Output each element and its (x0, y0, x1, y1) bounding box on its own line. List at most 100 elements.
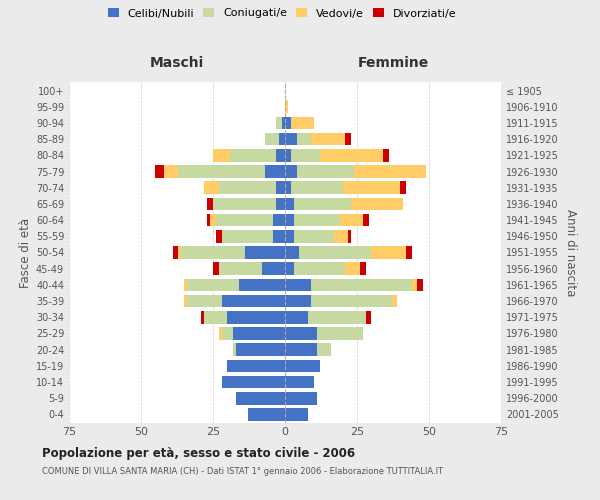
Bar (346, 133, 351, 145)
Bar (155, 165, 164, 178)
Bar (233, 344, 236, 356)
Bar (311, 295, 392, 308)
Bar (181, 246, 245, 259)
Bar (213, 198, 277, 210)
Bar (334, 230, 349, 242)
Bar (412, 278, 418, 291)
Bar (227, 360, 285, 372)
Bar (291, 116, 314, 130)
Bar (360, 262, 365, 275)
Bar (317, 344, 331, 356)
Text: COMUNE DI VILLA SANTA MARIA (CH) - Dati ISTAT 1° gennaio 2006 - Elaborazione TUT: COMUNE DI VILLA SANTA MARIA (CH) - Dati … (42, 468, 443, 476)
Bar (248, 408, 285, 420)
Bar (227, 311, 285, 324)
Bar (274, 230, 285, 242)
Bar (213, 262, 219, 275)
Bar (317, 327, 363, 340)
Bar (400, 182, 406, 194)
Bar (406, 246, 412, 259)
Bar (340, 214, 363, 226)
Bar (363, 214, 368, 226)
Bar (184, 295, 187, 308)
Bar (178, 246, 181, 259)
Bar (239, 278, 285, 291)
Bar (207, 214, 210, 226)
Bar (418, 278, 423, 291)
Bar (285, 262, 293, 275)
Bar (285, 376, 314, 388)
Bar (277, 182, 285, 194)
Bar (245, 246, 285, 259)
Bar (285, 149, 291, 162)
Bar (291, 149, 320, 162)
Bar (216, 214, 274, 226)
Bar (205, 182, 219, 194)
Bar (291, 182, 343, 194)
Bar (265, 133, 279, 145)
Bar (277, 149, 285, 162)
Bar (308, 311, 365, 324)
Bar (205, 311, 227, 324)
Bar (383, 149, 389, 162)
Bar (178, 165, 265, 178)
Bar (296, 165, 354, 178)
Bar (293, 198, 351, 210)
Bar (285, 295, 311, 308)
Bar (285, 392, 317, 404)
Bar (213, 149, 230, 162)
Bar (187, 295, 221, 308)
Bar (221, 295, 285, 308)
Bar (349, 230, 351, 242)
Bar (173, 246, 178, 259)
Y-axis label: Fasce di età: Fasce di età (19, 218, 32, 288)
Bar (351, 198, 403, 210)
Bar (293, 262, 346, 275)
Text: Femmine: Femmine (358, 56, 428, 70)
Bar (285, 230, 293, 242)
Bar (285, 246, 299, 259)
Bar (282, 116, 285, 130)
Bar (219, 182, 277, 194)
Bar (164, 165, 178, 178)
Bar (285, 408, 308, 420)
Bar (285, 100, 288, 113)
Bar (285, 198, 293, 210)
Bar (230, 149, 277, 162)
Bar (285, 278, 311, 291)
Legend: Celibi/Nubili, Coniugati/e, Vedovi/e, Divorziati/e: Celibi/Nubili, Coniugati/e, Vedovi/e, Di… (107, 8, 457, 18)
Bar (343, 182, 400, 194)
Bar (371, 246, 406, 259)
Bar (202, 311, 205, 324)
Bar (184, 278, 187, 291)
Bar (354, 165, 426, 178)
Bar (285, 311, 308, 324)
Bar (279, 133, 285, 145)
Bar (219, 262, 262, 275)
Bar (236, 344, 285, 356)
Bar (233, 327, 285, 340)
Bar (219, 327, 221, 340)
Bar (285, 360, 320, 372)
Bar (262, 262, 285, 275)
Text: Popolazione per età, sesso e stato civile - 2006: Popolazione per età, sesso e stato civil… (42, 448, 355, 460)
Bar (285, 344, 317, 356)
Bar (265, 165, 285, 178)
Bar (285, 133, 296, 145)
Bar (285, 214, 293, 226)
Bar (236, 392, 285, 404)
Bar (365, 311, 371, 324)
Y-axis label: Anni di nascita: Anni di nascita (564, 209, 577, 296)
Bar (221, 327, 233, 340)
Bar (311, 278, 412, 291)
Bar (285, 182, 291, 194)
Bar (285, 116, 291, 130)
Bar (285, 327, 317, 340)
Bar (296, 133, 311, 145)
Bar (277, 116, 282, 130)
Bar (221, 230, 274, 242)
Text: Maschi: Maschi (150, 56, 204, 70)
Bar (392, 295, 397, 308)
Bar (285, 165, 296, 178)
Bar (311, 133, 346, 145)
Bar (320, 149, 383, 162)
